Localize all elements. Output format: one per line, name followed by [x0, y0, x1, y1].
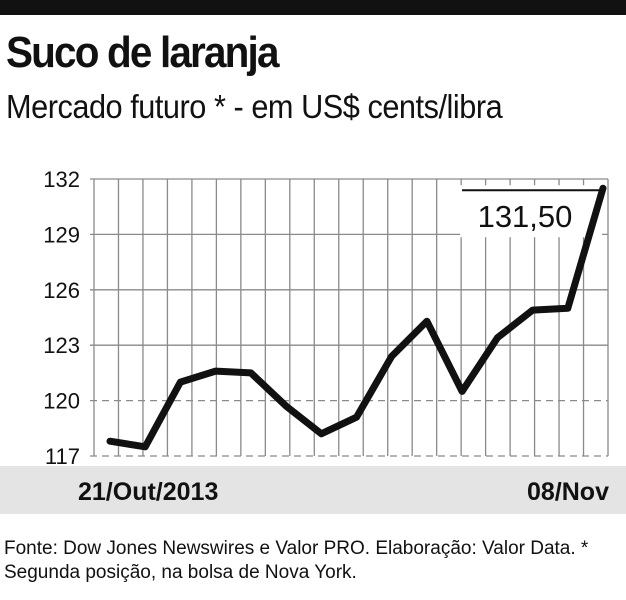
- y-axis-ticks: 117 120 123 126 129 132: [43, 167, 80, 469]
- chart-series: [106, 184, 607, 451]
- x-axis-start-label: 21/Out/2013: [78, 478, 219, 506]
- annotation-background: [460, 185, 602, 238]
- chart-annotation: 131,50: [460, 185, 602, 238]
- x-axis-end-label: 08/Nov: [527, 478, 609, 506]
- x-axis-band: [0, 466, 626, 514]
- line-chart: 117 120 123 126 129 132 131,50: [43, 167, 609, 469]
- y-tick-label: 132: [43, 167, 80, 192]
- chart-subtitle: Mercado futuro * - em US$ cents/libra: [6, 88, 503, 125]
- top-rule: [0, 0, 626, 15]
- y-tick-label: 120: [43, 389, 80, 414]
- y-tick-label: 129: [43, 222, 80, 247]
- annotation-value-label: 131,50: [478, 199, 573, 234]
- y-tick-label: 126: [43, 278, 80, 303]
- y-tick-label: 123: [43, 333, 80, 358]
- chart-title: Suco de laranja: [6, 28, 279, 77]
- y-tick-label: 117: [45, 444, 80, 469]
- source-footnote: Fonte: Dow Jones Newswires e Valor PRO. …: [4, 538, 589, 583]
